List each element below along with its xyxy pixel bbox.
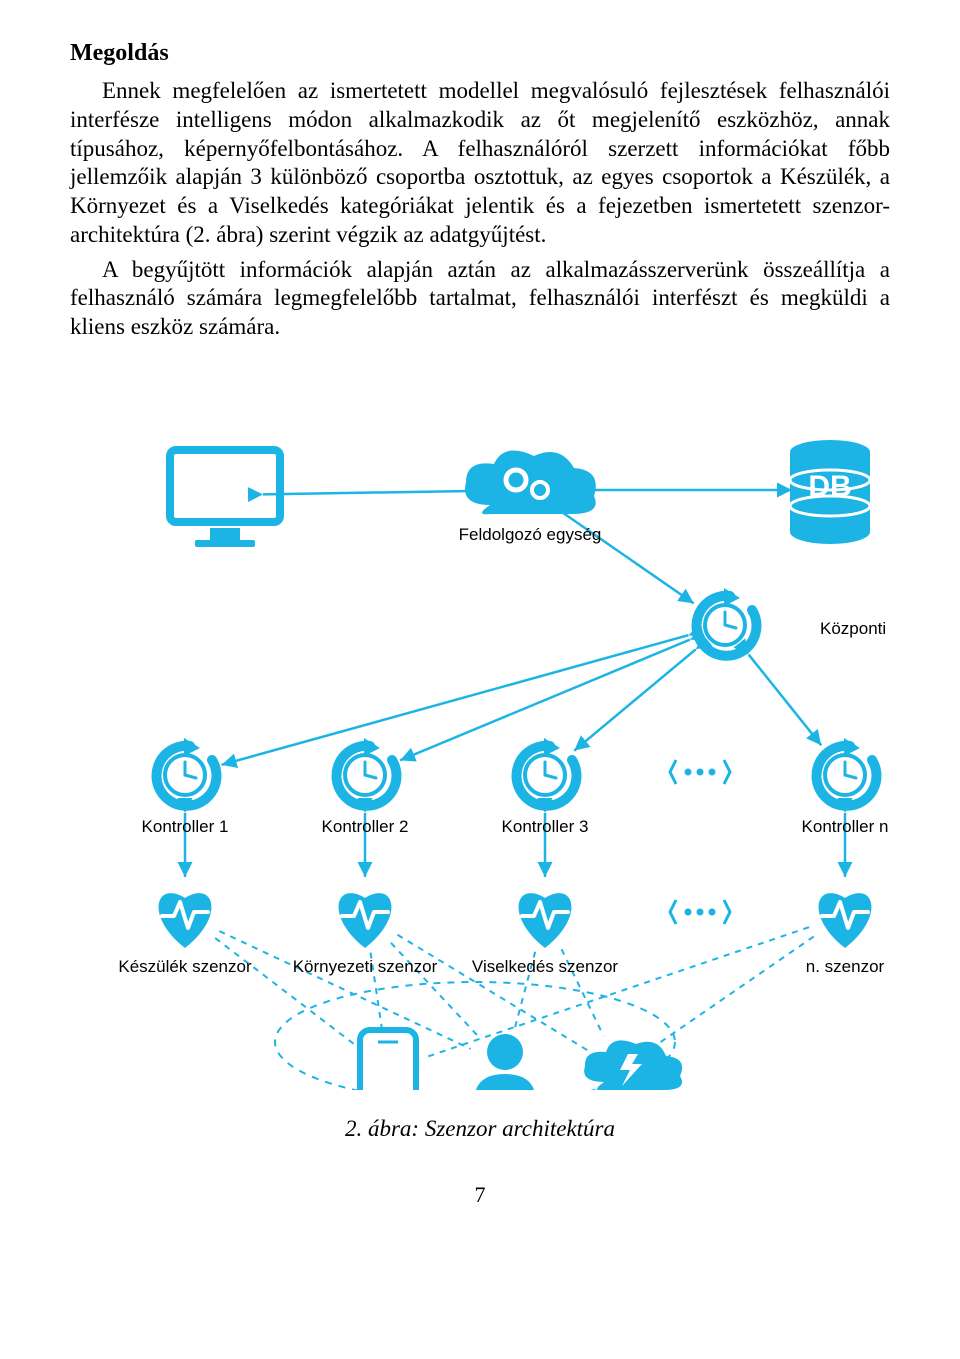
svg-text:DB: DB	[808, 470, 851, 503]
svg-text:Kontroller 2: Kontroller 2	[322, 817, 409, 836]
svg-text:Viselkedés szenzor: Viselkedés szenzor	[472, 957, 618, 976]
svg-text:Készülék szenzor: Készülék szenzor	[118, 957, 252, 976]
diagram-node-s2: Környezeti szenzor	[293, 893, 438, 976]
svg-text:Kontroller 1: Kontroller 1	[142, 817, 229, 836]
svg-text:Kontroller 3: Kontroller 3	[502, 817, 589, 836]
paragraph-2: A begyűjtött információk alapján aztán a…	[70, 256, 890, 342]
architecture-diagram: Feldolgozó egység DB Központi kontroller Ko…	[70, 370, 890, 1090]
diagram-node-k3: Kontroller 3	[502, 738, 589, 836]
diagram-node-k2: Kontroller 2	[322, 738, 409, 836]
diagram-node-kn: Kontroller n	[802, 738, 889, 836]
diagram-node-k1: Kontroller 1	[142, 738, 229, 836]
diagram-node-monitor	[170, 450, 280, 547]
svg-text:Feldolgozó egység: Feldolgozó egység	[459, 525, 602, 544]
diagram-node-s1: Készülék szenzor	[118, 893, 252, 976]
svg-text:Környezeti szenzor: Környezeti szenzor	[293, 957, 438, 976]
section-heading: Megoldás	[70, 40, 890, 67]
diagram-node-bolt	[584, 1040, 682, 1090]
diagram-node-central: Központi kontroller	[696, 588, 890, 656]
page-number: 7	[70, 1182, 890, 1208]
diagram-node-s3: Viselkedés szenzor	[472, 893, 618, 976]
figure-sensor-architecture: Feldolgozó egység DB Központi kontroller Ko…	[70, 370, 890, 1090]
svg-text:Kontroller n: Kontroller n	[802, 817, 889, 836]
figure-caption: 2. ábra: Szenzor architektúra	[70, 1116, 890, 1142]
diagram-node-dots1	[670, 760, 730, 784]
diagram-node-cloud: Feldolgozó egység	[459, 450, 602, 543]
diagram-node-phone	[360, 1030, 416, 1090]
svg-text:Központi kontroller: Központi kontroller	[820, 619, 890, 638]
paragraph-1: Ennek megfelelően az ismertetett modelle…	[70, 77, 890, 250]
svg-text:n. szenzor: n. szenzor	[806, 957, 885, 976]
diagram-node-sn: n. szenzor	[806, 893, 885, 976]
diagram-node-user	[474, 1034, 536, 1090]
diagram-node-dots2	[670, 900, 730, 924]
diagram-node-db: DB	[790, 440, 870, 544]
